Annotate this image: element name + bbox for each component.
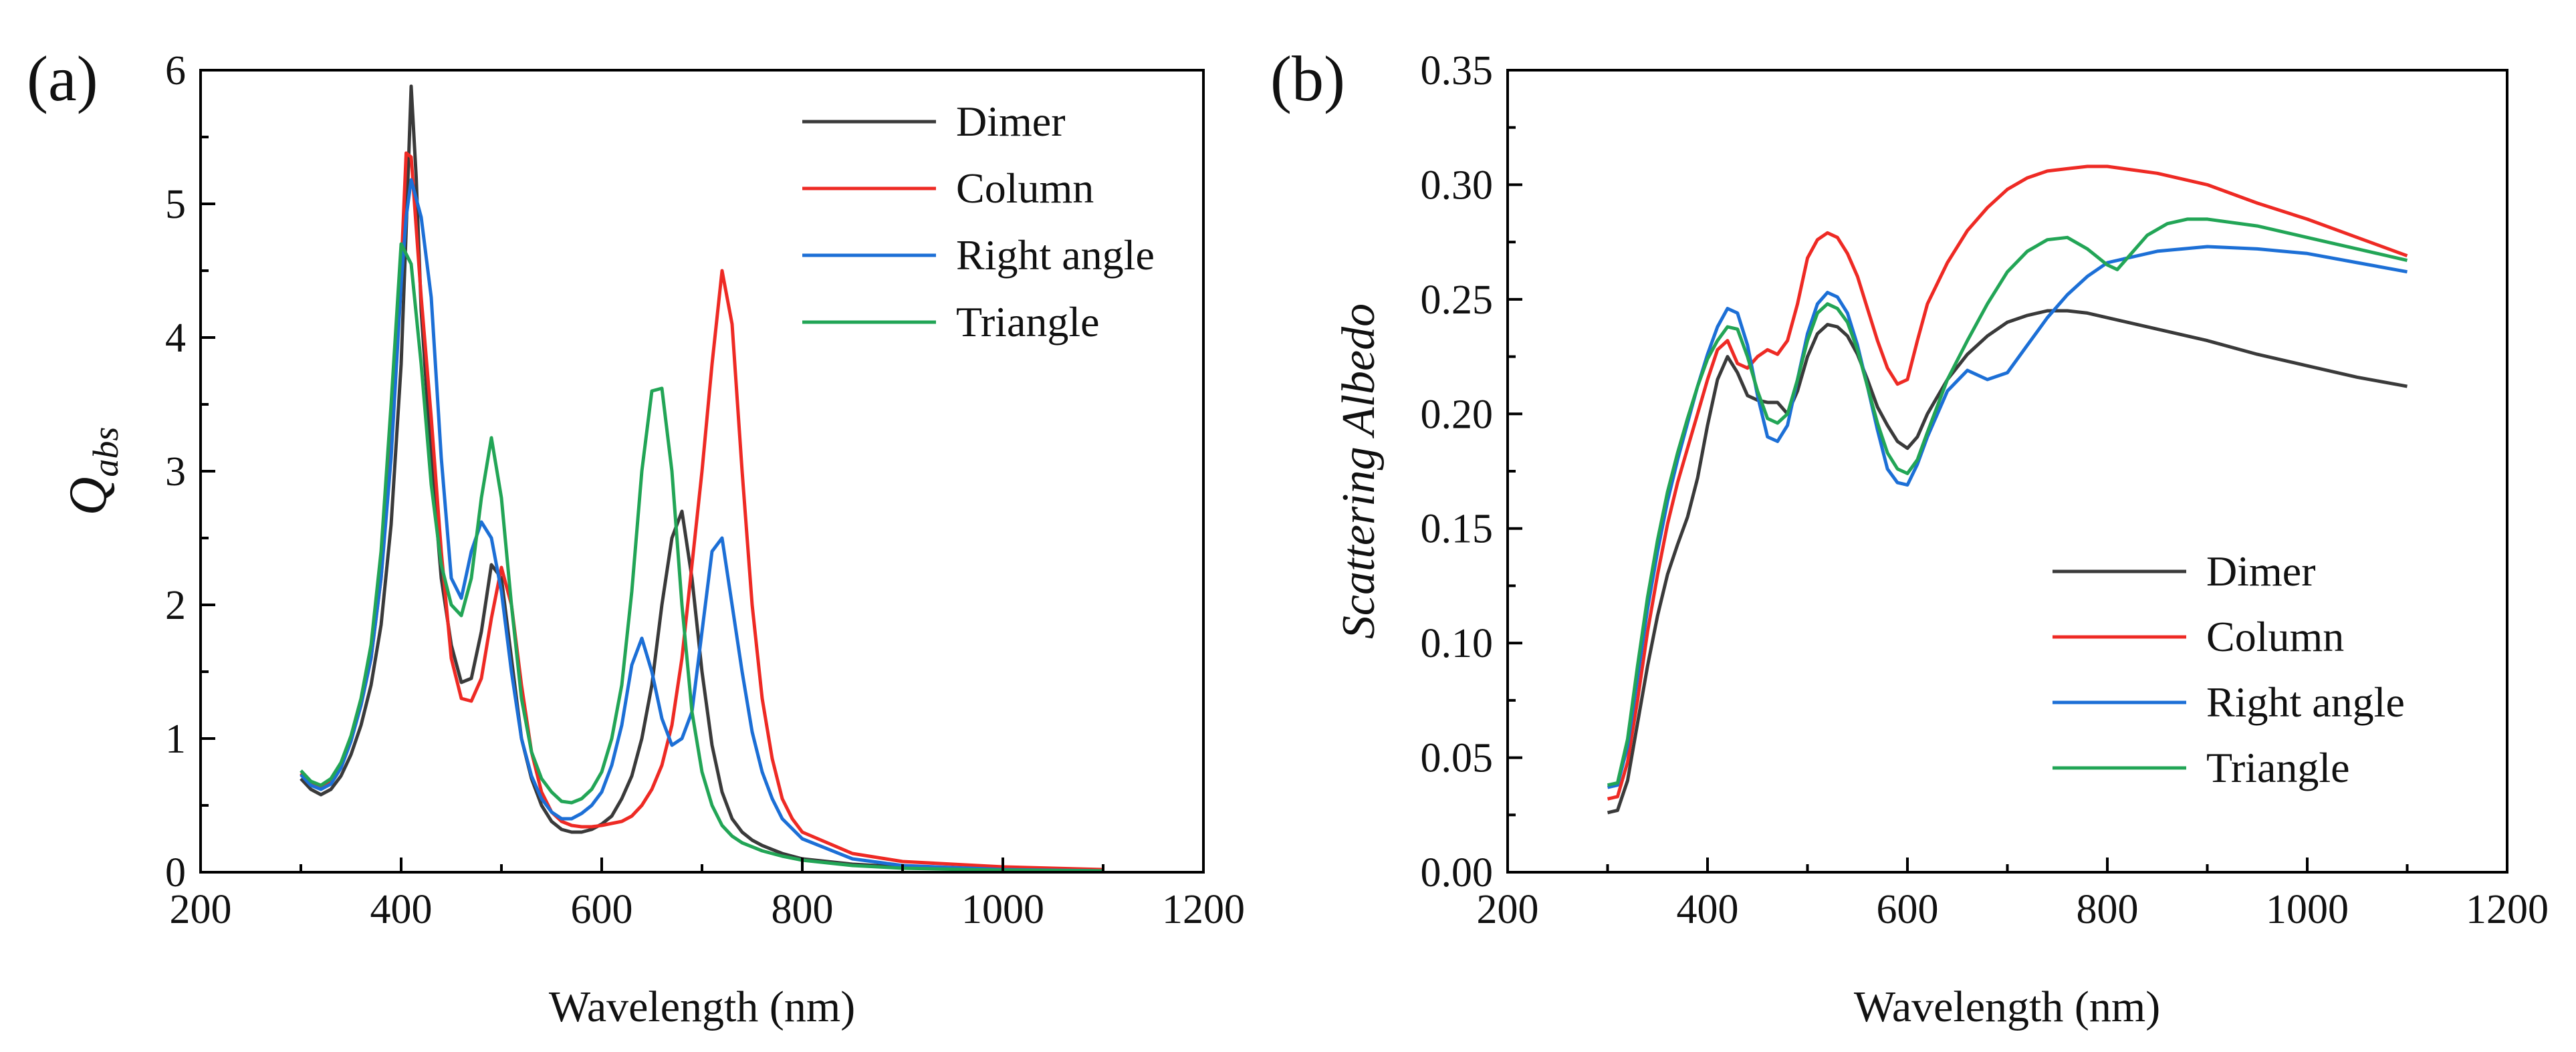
panel-a-series-right-angle-line xyxy=(300,178,1104,873)
panel-b-y-tick-label: 0.20 xyxy=(1421,392,1494,437)
panel-a-y-tick-label: 5 xyxy=(165,182,186,227)
panel-b-x-tick-label: 800 xyxy=(2077,887,2139,932)
panel-b-y-tick-label: 0.15 xyxy=(1421,507,1494,552)
panel-b-x-tick-label: 600 xyxy=(1877,887,1939,932)
panel-b-x-tick-label: 1000 xyxy=(2266,887,2349,932)
panel-b-y-tick-label: 0.00 xyxy=(1421,850,1494,896)
panel-a-x-tick-label: 1000 xyxy=(961,887,1044,932)
panel-b-y-ticks: 0.00 0.05 0.10 0.15 0.20 0.25 0.30 0.35 xyxy=(1421,48,1522,896)
panel-b-x-ticks: 200 400 600 800 1000 1200 xyxy=(1477,858,2549,932)
panel-a-y-tick-label: 3 xyxy=(165,449,186,495)
panel-b-legend: Dimer Column Right angle Triangle xyxy=(2053,547,2405,791)
panel-a-x-tick-label: 1200 xyxy=(1162,887,1245,932)
panel-a-absorption-chart: (a) 200 400 600 800 1000 1200 0 1 2 3 4 5 6 Wavelen… xyxy=(27,43,1245,1031)
panel-b-y-tick-label: 0.30 xyxy=(1421,162,1494,208)
panel-a-legend-label-triangle: Triangle xyxy=(956,298,1100,346)
panel-a-series-triangle-line xyxy=(300,242,1104,873)
panel-b-x-tick-label: 200 xyxy=(1477,887,1539,932)
panel-b-x-tick-label: 1200 xyxy=(2466,887,2549,932)
panel-a-legend-label-dimer: Dimer xyxy=(956,98,1066,145)
panel-a-x-axis-label: Wavelength (nm) xyxy=(549,982,855,1031)
panel-a-series-dimer-line xyxy=(300,84,1104,873)
panel-a-legend: Dimer Column Right angle Triangle xyxy=(802,98,1155,346)
panel-b-albedo-chart: (b) 200 400 600 800 1000 1200 0.00 0.05 0.10 0.1… xyxy=(1270,43,2549,1031)
panel-b-series-group xyxy=(1607,164,2408,815)
panel-a-y-tick-label: 2 xyxy=(165,583,186,628)
panel-b-y-tick-label: 0.25 xyxy=(1421,277,1494,323)
panel-a-y-axis-label-sub: abs xyxy=(86,427,126,477)
panel-b-y-tick-label: 0.10 xyxy=(1421,621,1494,666)
panel-b-y-axis-label: Scattering Albedo xyxy=(1333,303,1385,639)
panel-a-y-tick-label: 6 xyxy=(165,48,186,94)
panel-a-x-tick-label: 600 xyxy=(571,887,633,932)
panel-a-y-axis-label: Qabs xyxy=(59,427,126,516)
panel-a-x-ticks: 200 400 600 800 1000 1200 xyxy=(170,858,1245,932)
panel-b-legend-label-triangle: Triangle xyxy=(2206,744,2350,791)
panel-b-series-column-line xyxy=(1607,164,2408,801)
panel-a-y-tick-label: 0 xyxy=(165,850,186,896)
panel-a-x-tick-label: 800 xyxy=(772,887,834,932)
panel-a-legend-label-column: Column xyxy=(956,164,1094,212)
panel-b-legend-label-right-angle: Right angle xyxy=(2206,678,2405,726)
panel-b-x-axis-label: Wavelength (nm) xyxy=(1854,982,2160,1031)
panel-a-x-tick-label: 200 xyxy=(170,887,232,932)
panel-a-series-group xyxy=(300,84,1104,873)
panel-b-label: (b) xyxy=(1270,43,1345,114)
panel-a-x-tick-label: 400 xyxy=(370,887,433,932)
panel-b-x-tick-label: 400 xyxy=(1677,887,1739,932)
panel-a-y-tick-label: 1 xyxy=(165,716,186,762)
panel-b-series-triangle-line xyxy=(1607,217,2408,787)
panel-b-legend-label-dimer: Dimer xyxy=(2206,547,2316,595)
panel-b-y-tick-label: 0.05 xyxy=(1421,736,1494,781)
panel-b-series-dimer-line xyxy=(1607,309,2408,815)
panel-a-y-axis-label-main: Q xyxy=(59,477,118,516)
panel-a-label: (a) xyxy=(27,43,98,114)
panel-b-y-tick-label: 0.35 xyxy=(1421,48,1494,94)
panel-b-legend-label-column: Column xyxy=(2206,613,2344,660)
panel-a-y-tick-label: 4 xyxy=(165,315,186,361)
panel-a-legend-label-right-angle: Right angle xyxy=(956,231,1155,279)
panel-a-y-ticks: 0 1 2 3 4 5 6 xyxy=(165,48,215,896)
